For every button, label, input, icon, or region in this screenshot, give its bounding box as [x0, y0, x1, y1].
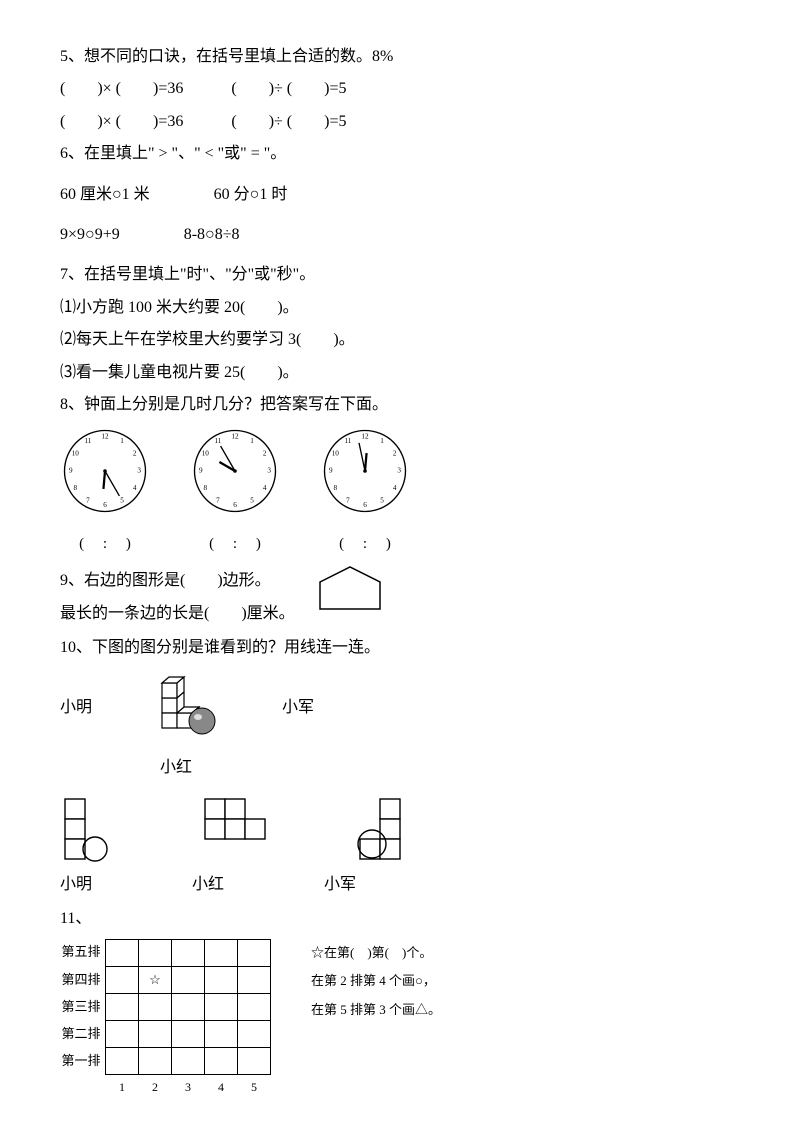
q10-bottom-names: 小明 小红 小军 — [60, 870, 740, 900]
svg-text:2: 2 — [393, 450, 397, 458]
svg-text:5: 5 — [120, 497, 124, 505]
svg-text:6: 6 — [363, 501, 367, 509]
svg-text:12: 12 — [231, 433, 239, 441]
svg-text:2: 2 — [133, 450, 137, 458]
q10-jun-top: 小军 — [282, 693, 314, 723]
q11-col1: 1 — [106, 1075, 139, 1100]
q7-title: 7、在括号里填上"时"、"分"或"秒"。 — [60, 260, 740, 290]
svg-text:10: 10 — [72, 450, 80, 458]
q10-top-row: 小明 小军 — [60, 673, 740, 743]
svg-text:7: 7 — [216, 497, 220, 505]
q10-view-c — [350, 794, 430, 864]
clock-3-svg: 1212 345 678 91011 — [320, 426, 410, 516]
q11-t3: 在第 5 排第 3 个画△。 — [311, 996, 441, 1025]
clock-2-caption: ( : ) — [190, 530, 280, 559]
q10-hong-top: 小红 — [160, 753, 740, 783]
clock-2: 1212 345 678 91011 ( : ) — [190, 426, 280, 558]
svg-text:12: 12 — [101, 433, 109, 441]
q10-title: 10、下图的图分别是谁看到的？用线连一连。 — [60, 633, 740, 663]
svg-text:8: 8 — [204, 484, 208, 492]
clock-1-svg: 1212 345 678 91011 — [60, 426, 150, 516]
svg-text:7: 7 — [86, 497, 90, 505]
q5-line1: ( )× ( )=36 ( )÷ ( )=5 — [60, 74, 740, 104]
q10-ming-bottom: 小明 — [60, 870, 92, 900]
svg-text:6: 6 — [103, 501, 107, 509]
q7-s3: ⑶看一集儿童电视片要 25( )。 — [60, 358, 740, 388]
svg-text:11: 11 — [84, 437, 91, 445]
clock-3-caption: ( : ) — [320, 530, 410, 559]
svg-text:9: 9 — [199, 467, 203, 475]
svg-text:4: 4 — [393, 484, 397, 492]
q6-line2: 9×9○9+9 8-8○8÷8 — [60, 220, 740, 250]
q10-view-b — [200, 794, 280, 864]
svg-text:3: 3 — [397, 467, 401, 475]
svg-text:6: 6 — [233, 501, 237, 509]
svg-text:3: 3 — [267, 467, 271, 475]
svg-text:7: 7 — [346, 497, 350, 505]
q10-view-a — [60, 794, 130, 864]
svg-text:9: 9 — [69, 467, 73, 475]
q10-ming-top: 小明 — [60, 693, 92, 723]
q11-col2: 2 — [139, 1075, 172, 1100]
q11-row3-label: 第三排 — [60, 994, 106, 1021]
q11-t1: ☆在第( )第( )个。 — [311, 939, 441, 968]
q9-l1: 9、右边的图形是( )边形。 — [60, 566, 295, 596]
q8-clocks-row: 1212 345 678 91011 ( : ) 1212 345 678 91… — [60, 426, 740, 558]
q10-views-row — [60, 794, 740, 864]
q11-t2: 在第 2 排第 4 个画○， — [311, 967, 441, 996]
svg-text:5: 5 — [250, 497, 254, 505]
q7-s2: ⑵每天上午在学校里大约要学习 3( )。 — [60, 325, 740, 355]
q6-line1: 60 厘米○1 米 60 分○1 时 — [60, 180, 740, 210]
clock-1: 1212 345 678 91011 ( : ) — [60, 426, 150, 558]
q10-jun-bottom: 小军 — [324, 870, 356, 900]
q9-l2: 最长的一条边的长是( )厘米。 — [60, 599, 295, 629]
clock-1-min — [105, 471, 119, 496]
svg-text:3: 3 — [137, 467, 141, 475]
svg-text:8: 8 — [74, 484, 78, 492]
q6-title: 6、在里填上" > "、" < "或" = "。 — [60, 139, 740, 169]
clock-3-min — [359, 443, 365, 471]
q10-3d-figure — [152, 673, 222, 743]
pentagon-icon — [315, 564, 385, 614]
svg-text:11: 11 — [214, 437, 221, 445]
q11-col4: 4 — [205, 1075, 238, 1100]
svg-text:8: 8 — [334, 484, 338, 492]
q11-wrap: 第五排 第四排 ☆ 第三排 第二排 第一排 1 2 3 4 5 ☆在第( )第( … — [60, 939, 740, 1100]
svg-text:4: 4 — [263, 484, 267, 492]
svg-text:10: 10 — [202, 450, 210, 458]
svg-text:10: 10 — [332, 450, 340, 458]
q11-star-cell: ☆ — [139, 966, 172, 994]
q11-row1-label: 第一排 — [60, 1048, 106, 1075]
q8-title: 8、钟面上分别是几时几分？把答案写在下面。 — [60, 390, 740, 420]
svg-text:4: 4 — [133, 484, 137, 492]
svg-text:9: 9 — [329, 467, 333, 475]
clock-2-svg: 1212 345 678 91011 — [190, 426, 280, 516]
q11-col5: 5 — [238, 1075, 271, 1100]
q5-title: 5、想不同的口诀，在括号里填上合适的数。8% — [60, 42, 740, 72]
svg-text:11: 11 — [344, 437, 351, 445]
q11-row5-label: 第五排 — [60, 939, 106, 966]
q11-row2-label: 第二排 — [60, 1021, 106, 1048]
q10-hong-bottom: 小红 — [192, 870, 224, 900]
clock-3: 1212 345 678 91011 ( : ) — [320, 426, 410, 558]
svg-text:1: 1 — [380, 437, 384, 445]
clock-1-hour — [103, 471, 105, 489]
svg-text:1: 1 — [250, 437, 254, 445]
q7-s1: ⑴小方跑 100 米大约要 20( )。 — [60, 293, 740, 323]
svg-text:2: 2 — [263, 450, 267, 458]
svg-text:5: 5 — [380, 497, 384, 505]
q11-grid: 第五排 第四排 ☆ 第三排 第二排 第一排 1 2 3 4 5 — [60, 939, 271, 1100]
clock-3-hour — [365, 453, 367, 471]
svg-text:1: 1 — [120, 437, 124, 445]
q11-title: 11、 — [60, 904, 740, 934]
q11-text: ☆在第( )第( )个。 在第 2 排第 4 个画○， 在第 5 排第 3 个画… — [311, 939, 441, 1025]
q5-line2: ( )× ( )=36 ( )÷ ( )=5 — [60, 107, 740, 137]
q9-row: 9、右边的图形是( )边形。 最长的一条边的长是( )厘米。 — [60, 564, 740, 631]
clock-1-caption: ( : ) — [60, 530, 150, 559]
svg-text:12: 12 — [361, 433, 369, 441]
q11-row4-label: 第四排 — [60, 966, 106, 994]
q11-col3: 3 — [172, 1075, 205, 1100]
